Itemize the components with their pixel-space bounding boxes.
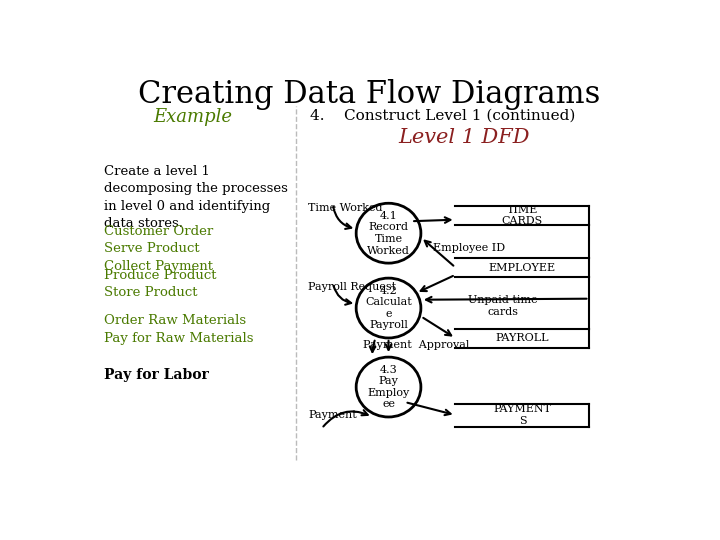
Text: Creating Data Flow Diagrams: Creating Data Flow Diagrams: [138, 79, 600, 110]
Text: 4.3
Pay
Employ
ee: 4.3 Pay Employ ee: [367, 364, 410, 409]
Text: 4.1
Record
Time
Worked: 4.1 Record Time Worked: [367, 211, 410, 255]
Text: Example: Example: [154, 109, 233, 126]
Text: PAYMENT
S: PAYMENT S: [493, 404, 552, 426]
Text: Customer Order
Serve Product
Collect Payment: Customer Order Serve Product Collect Pay…: [104, 225, 213, 273]
Text: Payment: Payment: [309, 410, 358, 420]
Text: 4.    Construct Level 1 (continued): 4. Construct Level 1 (continued): [310, 109, 576, 123]
Text: Unpaid time
cards: Unpaid time cards: [468, 295, 538, 317]
Text: Payroll Request: Payroll Request: [307, 282, 396, 292]
Text: TIME
CARDS: TIME CARDS: [502, 205, 543, 226]
Text: Time Worked: Time Worked: [307, 203, 382, 213]
Text: Produce Product
Store Product: Produce Product Store Product: [104, 268, 217, 299]
Text: 4.2
Calculat
e
Payroll: 4.2 Calculat e Payroll: [365, 286, 412, 330]
Text: PAYROLL: PAYROLL: [495, 333, 549, 343]
Text: EMPLOYEE: EMPLOYEE: [489, 262, 556, 273]
Text: Payment  Approval: Payment Approval: [364, 340, 469, 350]
Text: Create a level 1
decomposing the processes
in level 0 and identifying
data store: Create a level 1 decomposing the process…: [104, 165, 288, 230]
Text: Employee ID: Employee ID: [433, 243, 505, 253]
Text: Pay for Labor: Pay for Labor: [104, 368, 209, 382]
Text: Order Raw Materials
Pay for Raw Materials: Order Raw Materials Pay for Raw Material…: [104, 314, 253, 345]
Text: Level 1 DFD: Level 1 DFD: [398, 128, 530, 147]
